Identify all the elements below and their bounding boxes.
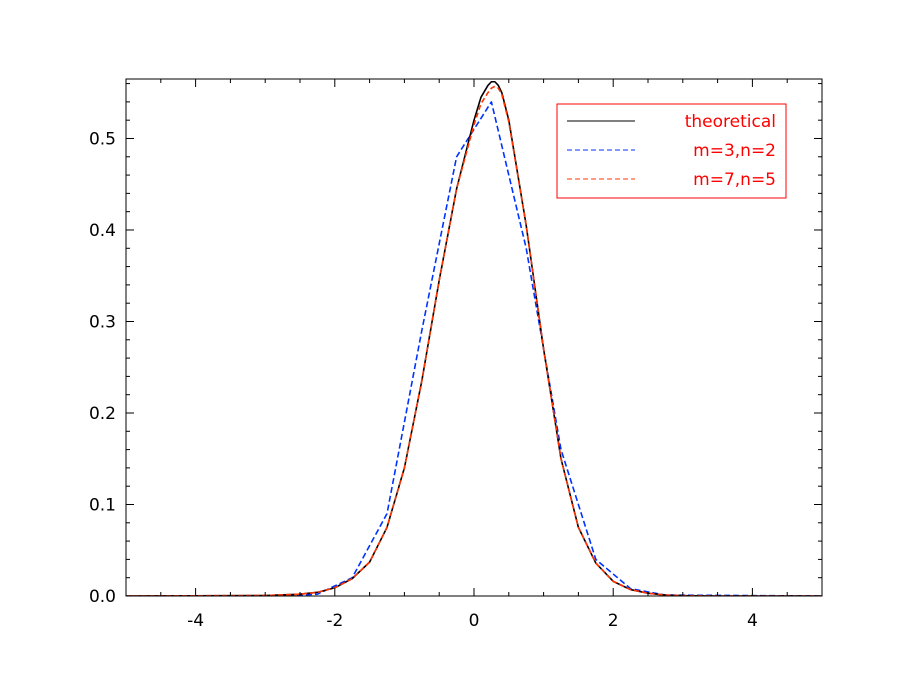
x-tick-label: -4 bbox=[187, 611, 204, 631]
legend-box bbox=[556, 103, 787, 199]
series-layer bbox=[126, 80, 822, 596]
legend-label-m3-n2: m=3,n=2 bbox=[693, 141, 776, 161]
y-tick-label: 0.4 bbox=[89, 221, 116, 241]
legend-label-theoretical: theoretical bbox=[685, 112, 776, 132]
y-tick-label: 0.2 bbox=[89, 404, 116, 424]
axes-frame bbox=[125, 78, 823, 597]
tick-labels-layer: -4 -2 0 2 4 0.0 0.1 0.2 0.3 0.4 0.5 bbox=[89, 129, 758, 631]
x-tick-label: 2 bbox=[608, 611, 619, 631]
y-tick-label: 0.3 bbox=[89, 312, 116, 332]
x-tick-label: -2 bbox=[326, 611, 343, 631]
series-line-m3-n2 bbox=[126, 101, 822, 596]
legend: theoretical m=3,n=2 m=7,n=5 bbox=[556, 103, 787, 199]
y-tick-label: 0.0 bbox=[89, 587, 116, 607]
y-tick-label: 0.1 bbox=[89, 495, 116, 515]
x-tick-label: 0 bbox=[469, 611, 480, 631]
x-tick-label: 4 bbox=[747, 611, 758, 631]
series-line-m7-n5 bbox=[126, 85, 822, 596]
legend-label-m7-n5: m=7,n=5 bbox=[693, 170, 776, 190]
y-tick-label: 0.5 bbox=[89, 129, 116, 149]
